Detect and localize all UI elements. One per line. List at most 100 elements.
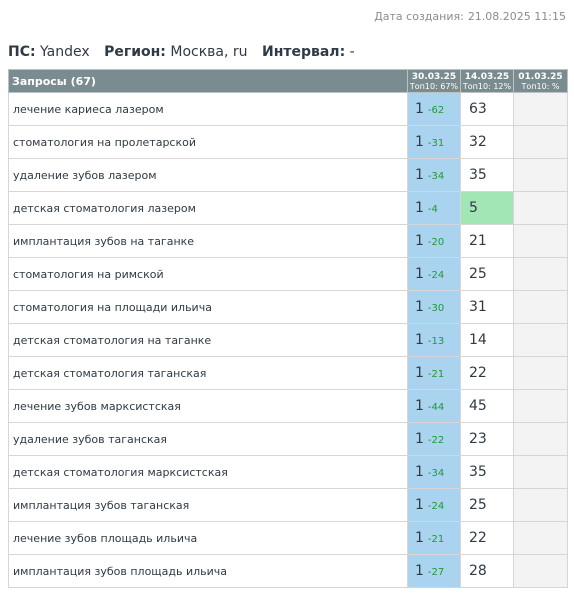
position-value: 1	[415, 398, 424, 414]
empty-position-cell	[513, 488, 568, 522]
current-position-cell: 1 -21	[407, 356, 461, 390]
query-text[interactable]: имплантация зубов на таганке	[8, 224, 408, 258]
query-text[interactable]: стоматология на площади ильича	[8, 290, 408, 324]
previous-position-cell: 14	[460, 323, 514, 357]
query-text[interactable]: детская стоматология марксистская	[8, 455, 408, 489]
query-text[interactable]: удаление зубов лазером	[8, 158, 408, 192]
current-position-cell: 1 -24	[407, 488, 461, 522]
previous-position-cell: 25	[460, 488, 514, 522]
table-row: лечение кариеса лазером 1 -62 63	[8, 92, 568, 126]
previous-position-cell: 32	[460, 125, 514, 159]
empty-position-cell	[513, 521, 568, 555]
interval-label: Интервал:	[261, 44, 346, 60]
table-row: имплантация зубов площадь ильича 1 -27 28	[8, 554, 568, 588]
position-change: -34	[427, 468, 445, 479]
query-text[interactable]: имплантация зубов площадь ильича	[8, 554, 408, 588]
table-row: лечение зубов площадь ильича 1 -21 22	[8, 521, 568, 555]
query-text[interactable]: лечение зубов площадь ильича	[8, 521, 408, 555]
previous-position-cell: 22	[460, 356, 514, 390]
previous-position-cell: 28	[460, 554, 514, 588]
table-row: детская стоматология марксистская 1 -34 35	[8, 455, 568, 489]
position-value: 1	[415, 563, 424, 579]
previous-position-cell: 35	[460, 455, 514, 489]
table-row: удаление зубов таганская 1 -22 23	[8, 422, 568, 456]
previous-position-cell: 31	[460, 290, 514, 324]
interval-value: -	[349, 44, 355, 60]
position-change: -31	[427, 138, 445, 149]
query-text[interactable]: лечение зубов марксистская	[8, 389, 408, 423]
search-engine-label: ПС:	[8, 44, 36, 60]
position-change: -30	[427, 303, 445, 314]
empty-position-cell	[513, 455, 568, 489]
position-value: 1	[415, 497, 424, 513]
empty-position-cell	[513, 356, 568, 390]
position-change: -27	[427, 567, 445, 578]
position-change: -62	[427, 105, 445, 116]
position-change: -20	[427, 237, 445, 248]
table-row: детская стоматология таганская 1 -21 22	[8, 356, 568, 390]
empty-position-cell	[513, 323, 568, 357]
empty-position-cell	[513, 92, 568, 126]
position-value: 1	[415, 101, 424, 117]
table-row: удаление зубов лазером 1 -34 35	[8, 158, 568, 192]
query-text[interactable]: лечение кариеса лазером	[8, 92, 408, 126]
position-change: -24	[427, 501, 445, 512]
current-position-cell: 1 -34	[407, 455, 461, 489]
date-column-header[interactable]: 30.03.25 Топ10: 67%	[407, 69, 461, 93]
current-position-cell: 1 -4	[407, 191, 461, 225]
query-text[interactable]: стоматология на пролетарской	[8, 125, 408, 159]
previous-position-cell: 23	[460, 422, 514, 456]
empty-position-cell	[513, 224, 568, 258]
query-text[interactable]: удаление зубов таганская	[8, 422, 408, 456]
position-value: 1	[415, 431, 424, 447]
current-position-cell: 1 -44	[407, 389, 461, 423]
region-label: Регион:	[104, 44, 166, 60]
table-row: имплантация зубов таганская 1 -24 25	[8, 488, 568, 522]
table-row: стоматология на римской 1 -24 25	[8, 257, 568, 291]
position-value: 1	[415, 332, 424, 348]
search-engine-value: Yandex	[40, 44, 90, 60]
queries-column-header[interactable]: Запросы (67)	[8, 69, 408, 93]
creation-date-value: 21.08.2025 11:15	[467, 10, 566, 23]
column-top10: Топ10: %	[521, 81, 560, 91]
current-position-cell: 1 -30	[407, 290, 461, 324]
position-change: -22	[427, 435, 445, 446]
current-position-cell: 1 -13	[407, 323, 461, 357]
empty-position-cell	[513, 554, 568, 588]
position-value: 1	[415, 299, 424, 315]
query-text[interactable]: детская стоматология таганская	[8, 356, 408, 390]
previous-position-cell: 63	[460, 92, 514, 126]
date-column-header[interactable]: 14.03.25 Топ10: 12%	[460, 69, 514, 93]
previous-position-cell: 22	[460, 521, 514, 555]
current-position-cell: 1 -62	[407, 92, 461, 126]
current-position-cell: 1 -22	[407, 422, 461, 456]
current-position-cell: 1 -27	[407, 554, 461, 588]
table-row: имплантация зубов на таганке 1 -20 21	[8, 224, 568, 258]
empty-position-cell	[513, 422, 568, 456]
empty-position-cell	[513, 191, 568, 225]
position-value: 1	[415, 530, 424, 546]
query-text[interactable]: стоматология на римской	[8, 257, 408, 291]
creation-date-label: Дата создания:	[374, 10, 464, 23]
empty-position-cell	[513, 125, 568, 159]
current-position-cell: 1 -34	[407, 158, 461, 192]
previous-position-cell: 35	[460, 158, 514, 192]
table-header-row: Запросы (67) 30.03.25 Топ10: 67% 14.03.2…	[8, 69, 568, 93]
current-position-cell: 1 -31	[407, 125, 461, 159]
empty-position-cell	[513, 158, 568, 192]
query-text[interactable]: имплантация зубов таганская	[8, 488, 408, 522]
date-column-header[interactable]: 01.03.25 Топ10: %	[513, 69, 568, 93]
table-row: стоматология на пролетарской 1 -31 32	[8, 125, 568, 159]
position-change: -44	[427, 402, 445, 413]
column-date: 14.03.25	[464, 71, 510, 82]
current-position-cell: 1 -20	[407, 224, 461, 258]
query-text[interactable]: детская стоматология лазером	[8, 191, 408, 225]
column-top10: Топ10: 67%	[409, 81, 459, 91]
column-top10: Топ10: 12%	[462, 81, 512, 91]
current-position-cell: 1 -24	[407, 257, 461, 291]
position-value: 1	[415, 134, 424, 150]
column-date: 30.03.25	[411, 71, 457, 82]
query-text[interactable]: детская стоматология на таганке	[8, 323, 408, 357]
column-date: 01.03.25	[518, 71, 563, 82]
table-row: детская стоматология на таганке 1 -13 14	[8, 323, 568, 357]
